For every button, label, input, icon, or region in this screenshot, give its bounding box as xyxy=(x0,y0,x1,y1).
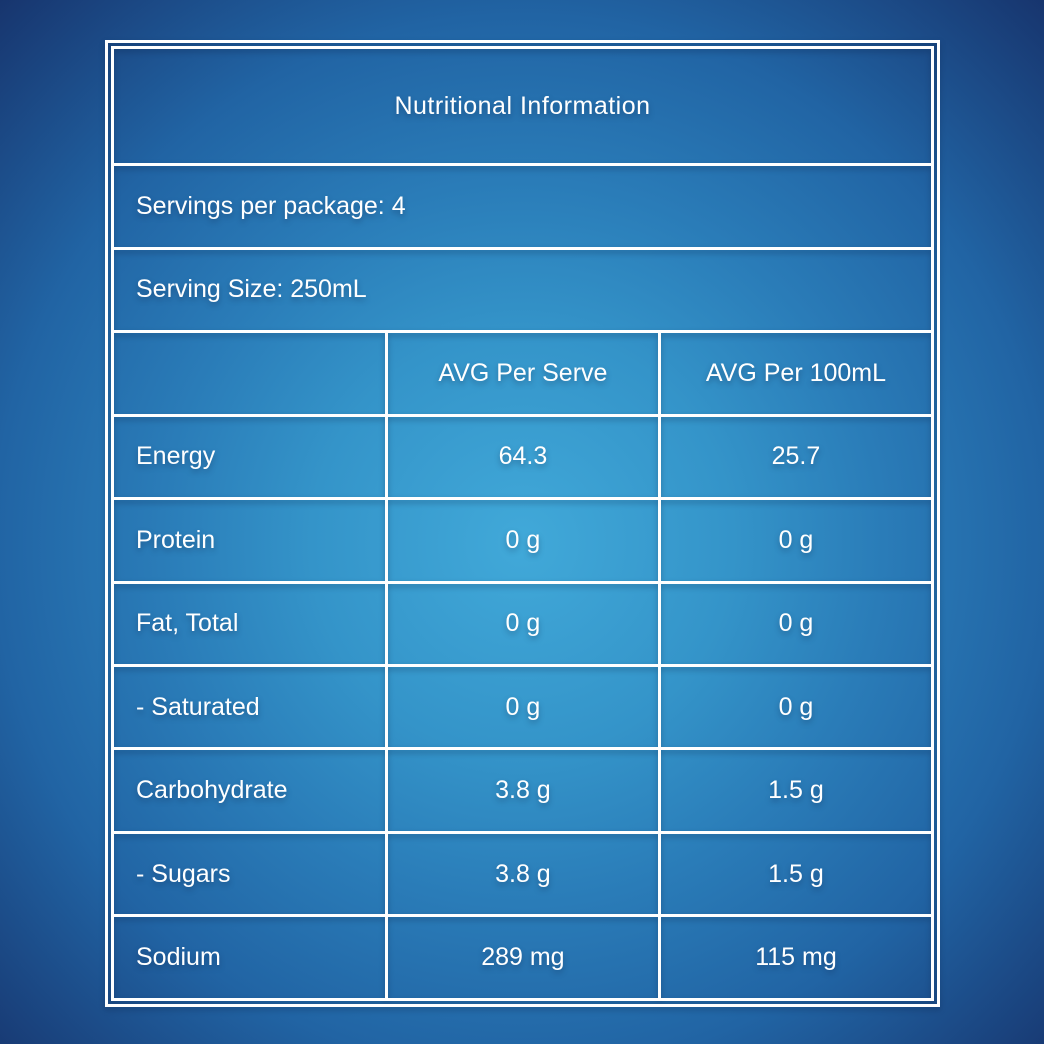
table-row-protein: Protein 0 g 0 g xyxy=(111,497,935,584)
row-label: Protein xyxy=(111,497,388,584)
servings-per-package-text: Servings per package: 4 xyxy=(111,163,934,250)
header-avg-per-serve: AVG Per Serve xyxy=(384,330,661,417)
row-value-per-100ml: 1.5 g xyxy=(657,830,935,918)
row-label: Fat, Total xyxy=(111,580,388,667)
row-value-per-100ml: 0 g xyxy=(657,497,935,584)
row-value-per-serve: 0 g xyxy=(384,580,661,667)
header-avg-per-100ml: AVG Per 100mL xyxy=(657,330,935,417)
row-label: - Sugars xyxy=(111,830,388,918)
table-row-saturated: - Saturated 0 g 0 g xyxy=(111,663,935,751)
serving-size-text: Serving Size: 250mL xyxy=(111,246,934,334)
column-header-row: AVG Per Serve AVG Per 100mL xyxy=(111,330,935,417)
table-row-fat-total: Fat, Total 0 g 0 g xyxy=(111,580,935,667)
serving-size-row: Serving Size: 250mL xyxy=(111,246,934,334)
row-label: - Saturated xyxy=(111,663,388,751)
row-value-per-serve: 0 g xyxy=(384,497,661,584)
nutrition-table: Nutritional Information Servings per pac… xyxy=(111,45,935,1001)
row-value-per-serve: 64.3 xyxy=(384,413,661,501)
title-row: Nutritional Information xyxy=(111,45,934,167)
servings-row: Servings per package: 4 xyxy=(111,163,934,250)
table-row-energy: Energy 64.3 25.7 xyxy=(111,413,935,501)
row-label: Sodium xyxy=(111,914,388,1001)
header-empty-cell xyxy=(111,330,388,417)
row-value-per-serve: 289 mg xyxy=(384,914,661,1001)
table-row-sodium: Sodium 289 mg 115 mg xyxy=(111,914,935,1001)
nutrition-panel: Nutritional Information Servings per pac… xyxy=(105,40,940,1007)
row-value-per-serve: 3.8 g xyxy=(384,830,661,918)
row-label: Energy xyxy=(111,413,388,501)
row-value-per-100ml: 0 g xyxy=(657,663,935,751)
table-row-carbohydrate: Carbohydrate 3.8 g 1.5 g xyxy=(111,747,935,834)
panel-title: Nutritional Information xyxy=(111,45,934,167)
row-value-per-serve: 0 g xyxy=(384,663,661,751)
row-value-per-100ml: 0 g xyxy=(657,580,935,667)
row-value-per-serve: 3.8 g xyxy=(384,747,661,834)
row-value-per-100ml: 25.7 xyxy=(657,413,935,501)
row-value-per-100ml: 1.5 g xyxy=(657,747,935,834)
row-label: Carbohydrate xyxy=(111,747,388,834)
table-row-sugars: - Sugars 3.8 g 1.5 g xyxy=(111,830,935,918)
row-value-per-100ml: 115 mg xyxy=(657,914,935,1001)
